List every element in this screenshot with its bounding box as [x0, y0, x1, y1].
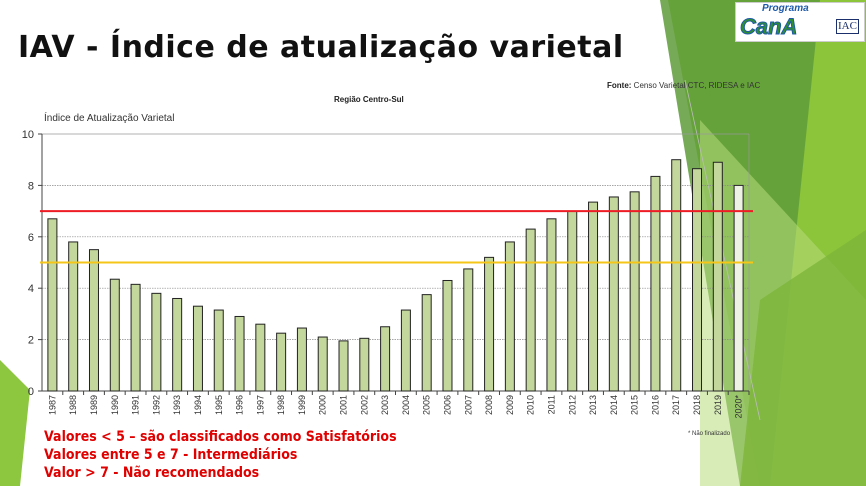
- footnote: * Não finalizado: [688, 431, 731, 437]
- bar-2016: [650, 175, 661, 392]
- bar-1992: [151, 292, 162, 392]
- bar-2008: [484, 256, 495, 392]
- x-tick-label: 2001: [339, 395, 349, 415]
- y-tick-label: 6: [28, 232, 34, 244]
- bar-2018: [692, 168, 703, 392]
- source-text: Censo Varietal CTC, RIDESA e IAC: [633, 81, 761, 90]
- bar-1988: [68, 241, 79, 392]
- bar-2020*: [733, 184, 744, 392]
- x-tick-label: 2010: [526, 395, 536, 415]
- bar-1993: [172, 297, 183, 392]
- x-tick-label: 2013: [588, 395, 598, 415]
- x-tick-label: 2018: [692, 395, 702, 415]
- bar-2007: [463, 268, 474, 392]
- bar-2005: [421, 294, 432, 392]
- y-tick-label: 0: [28, 386, 34, 398]
- x-tick-label: 2011: [546, 395, 556, 414]
- bar-2002: [359, 337, 370, 392]
- legend-line-intermediate: Valores entre 5 e 7 - Intermediários: [44, 447, 298, 463]
- x-tick-label: 2014: [609, 395, 619, 415]
- legend-line-not-recommended: Valor > 7 - Não recomendados: [44, 465, 260, 481]
- x-tick-label: 1988: [68, 395, 78, 415]
- bar-2011: [546, 218, 557, 392]
- x-tick-label: 1996: [235, 395, 245, 415]
- x-tick-label: 1992: [151, 395, 161, 415]
- x-tick-label: 1990: [110, 395, 120, 415]
- x-tick-label: 2019: [713, 395, 723, 415]
- x-tick-label: 1993: [172, 395, 182, 415]
- bar-2010: [525, 228, 536, 392]
- bar-1989: [88, 249, 99, 392]
- x-tick-label: 2015: [630, 395, 640, 415]
- x-tick-label: 1998: [276, 395, 286, 415]
- x-tick-label: 2004: [401, 395, 411, 415]
- x-tick-label: 2007: [463, 395, 473, 415]
- x-tick-label: 1991: [131, 395, 141, 415]
- bg-shape: [740, 230, 866, 486]
- bar-2000: [317, 336, 328, 392]
- classification-legend: Valores < 5 – são classificados como Sat…: [44, 428, 397, 482]
- x-tick-label: 2005: [422, 395, 432, 415]
- bar-1995: [213, 309, 224, 392]
- x-tick-label: 1995: [214, 395, 224, 415]
- x-tick-label: 2003: [380, 395, 390, 415]
- bar-1997: [255, 323, 266, 392]
- x-tick-label: 2020*: [734, 395, 744, 419]
- bar-2001: [338, 340, 349, 392]
- x-tick-label: 2006: [442, 395, 452, 415]
- bar-2019: [712, 161, 723, 392]
- source-note: Fonte: Censo Varietal CTC, RIDESA e IAC: [607, 81, 760, 90]
- bar-1994: [192, 305, 203, 392]
- bar-1996: [234, 315, 245, 392]
- bar-2006: [442, 279, 453, 392]
- bar-2012: [567, 210, 578, 392]
- programa-cana-logo: Programa CanA IAC: [735, 2, 865, 42]
- slide-title: IAV - Índice de atualização varietal: [18, 30, 624, 65]
- logo-top-text: Programa: [762, 3, 809, 14]
- x-tick-label: 2008: [484, 395, 494, 415]
- x-tick-label: 2012: [567, 395, 577, 415]
- bar-1990: [109, 278, 120, 392]
- x-tick-label: 2009: [505, 395, 515, 415]
- bg-shape: [0, 360, 30, 486]
- x-tick-label: 1994: [193, 395, 203, 415]
- bar-2009: [504, 241, 515, 392]
- chart-title: Região Centro-Sul: [334, 95, 404, 104]
- bar-1998: [276, 332, 287, 392]
- bar-1987: [47, 218, 58, 392]
- bar-1999: [296, 327, 307, 392]
- x-tick-label: 2017: [671, 395, 681, 415]
- x-tick-label: 1999: [297, 395, 307, 415]
- source-label: Fonte:: [607, 81, 632, 90]
- logo-badge: IAC: [836, 19, 859, 34]
- y-tick-label: 4: [28, 283, 34, 295]
- bar-2003: [380, 326, 391, 392]
- x-tick-label: 1989: [89, 395, 99, 415]
- x-tick-label: 2000: [318, 395, 328, 415]
- legend-line-satisfactory: Valores < 5 – são classificados como Sat…: [44, 429, 397, 445]
- y-tick-label: 10: [22, 129, 34, 141]
- bar-2013: [588, 201, 599, 392]
- y-axis-label: Índice de Atualização Varietal: [44, 113, 175, 124]
- bar-2017: [671, 159, 682, 392]
- bar-1991: [130, 283, 141, 392]
- y-tick-label: 8: [28, 180, 34, 192]
- x-tick-label: 2002: [359, 395, 369, 415]
- x-tick-label: 1997: [255, 395, 265, 415]
- x-tick-label: 2016: [650, 395, 660, 415]
- bar-2004: [400, 309, 411, 392]
- x-tick-label: 1987: [47, 395, 57, 415]
- y-tick-label: 2: [28, 335, 34, 347]
- logo-main-text: CanA: [739, 14, 798, 39]
- bar-2015: [629, 191, 640, 392]
- bar-2014: [608, 196, 619, 392]
